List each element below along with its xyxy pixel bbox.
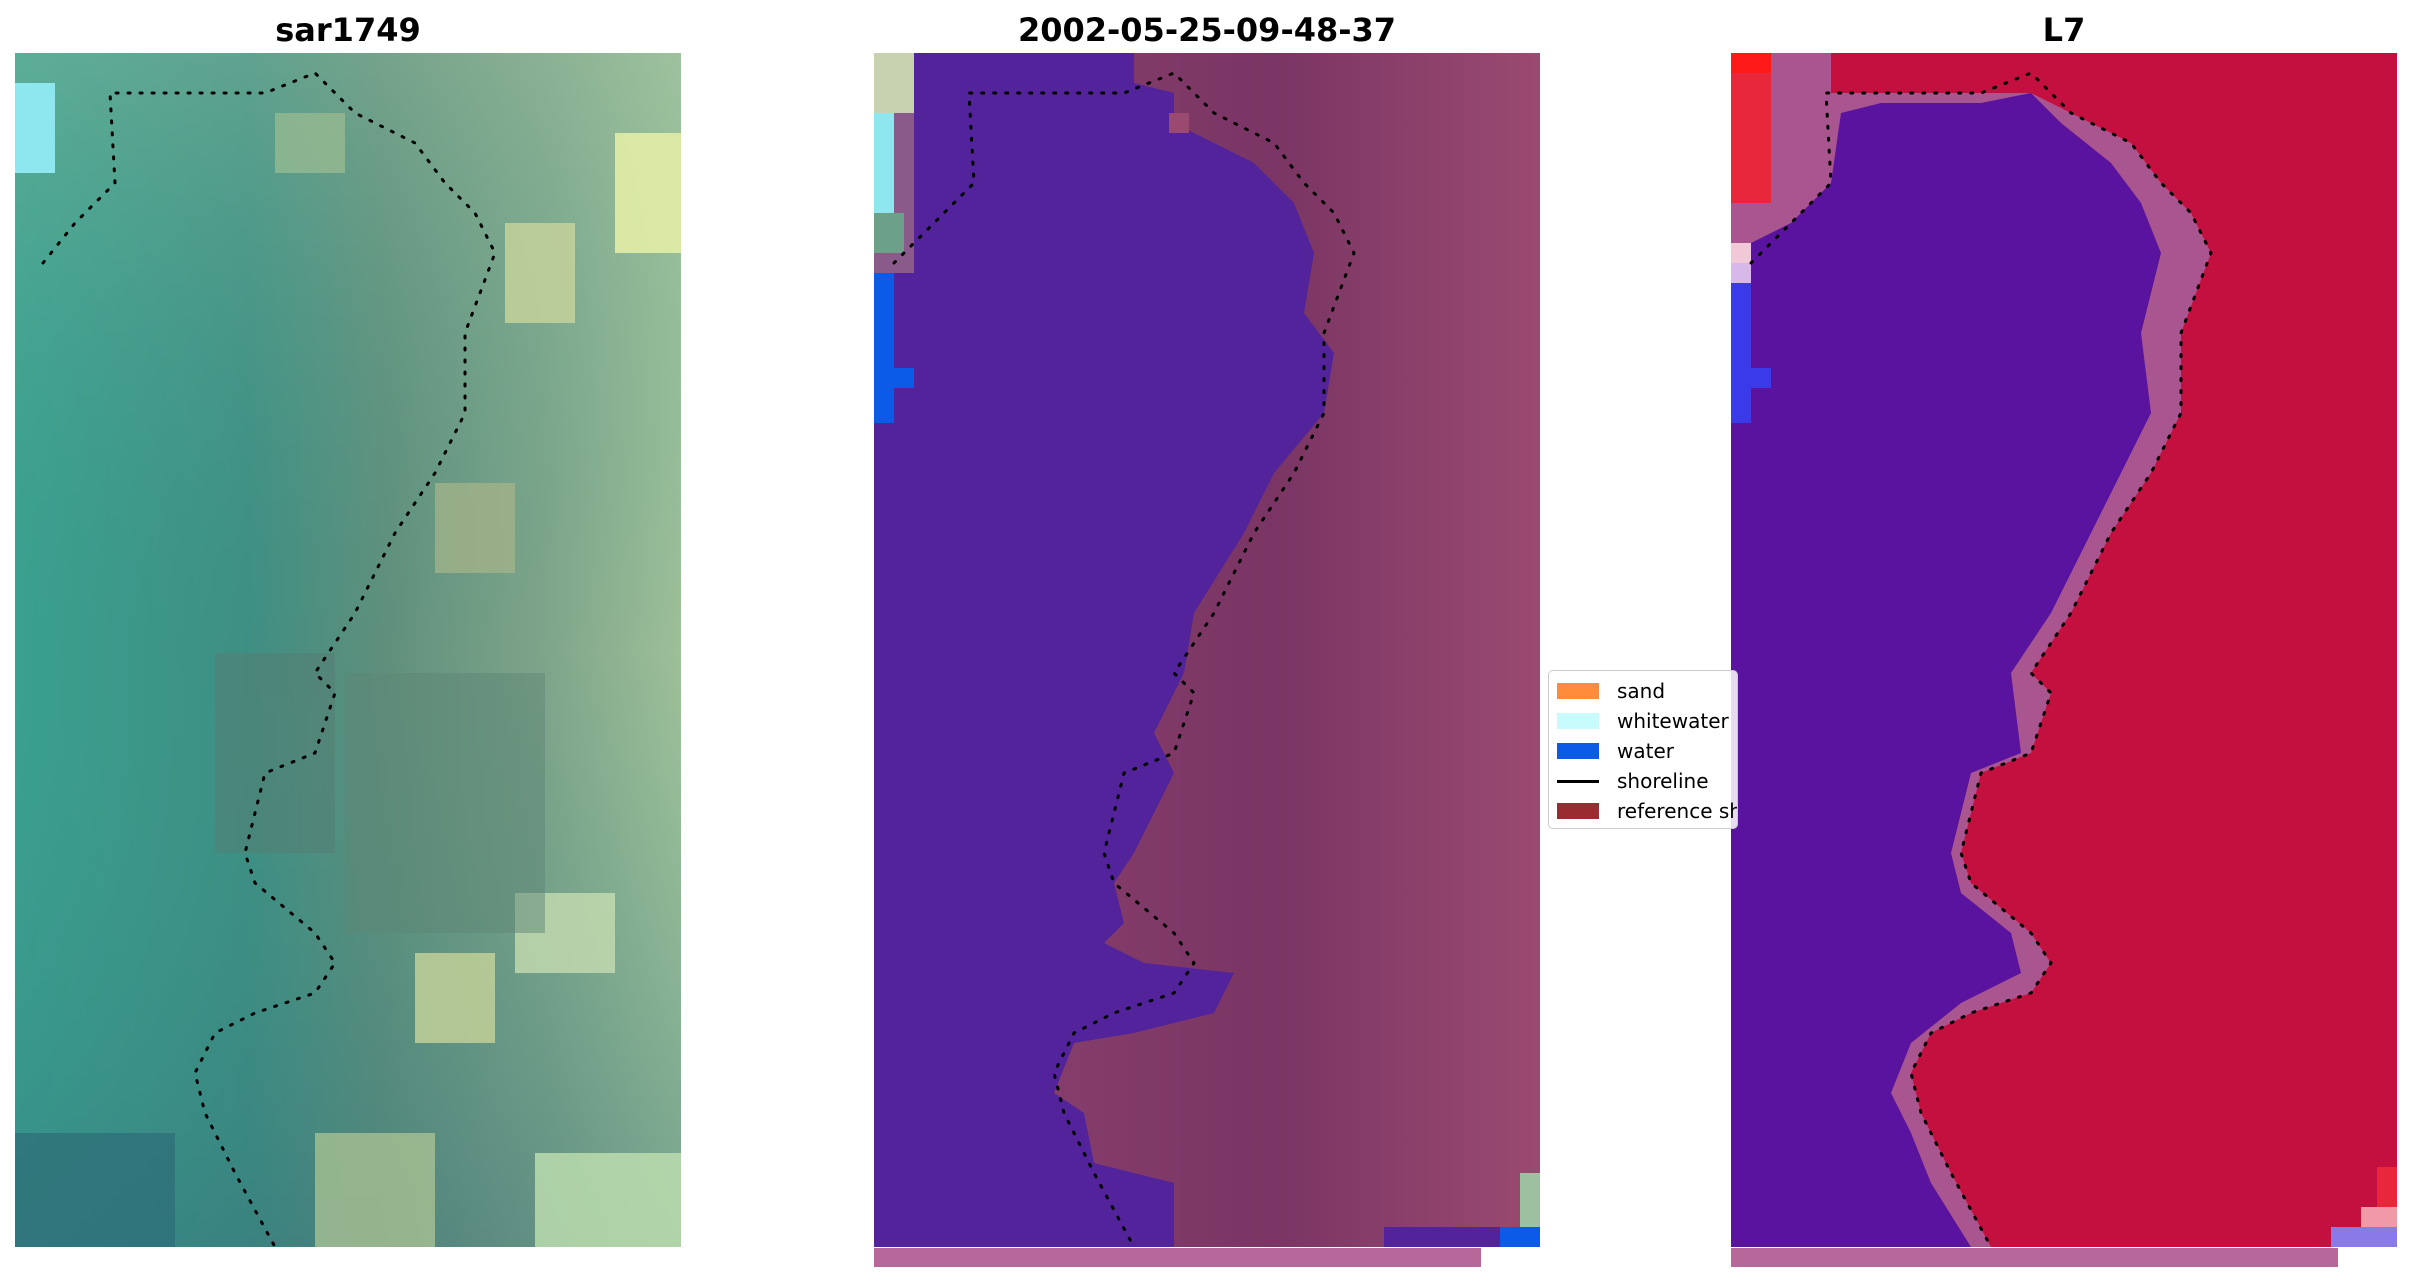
legend-item-sand: sand bbox=[1549, 679, 1737, 703]
legend-label-sand: sand bbox=[1617, 679, 1666, 703]
panel-title-rgb: sar1749 bbox=[275, 11, 421, 49]
water-swatch bbox=[1557, 743, 1599, 759]
reference-shoreline-swatch bbox=[1557, 803, 1599, 819]
legend-item-whitewater: whitewater bbox=[1549, 709, 1737, 733]
index-bottom-strip bbox=[1731, 1248, 2338, 1267]
legend-label-shoreline: shoreline bbox=[1617, 769, 1709, 793]
legend-item-reference-shoreline: reference shoreline bbox=[1549, 799, 1737, 823]
classified-image bbox=[874, 53, 1540, 1247]
rgb-image-panel bbox=[15, 53, 681, 1247]
index-image bbox=[1731, 53, 2397, 1247]
classified-bottom-strip bbox=[874, 1248, 1481, 1267]
legend-label-reference-shoreline: reference shoreline bbox=[1617, 799, 1737, 823]
legend-item-water: water bbox=[1549, 739, 1737, 763]
panel-title-mndwi: L7 bbox=[2042, 11, 2086, 49]
legend: sand whitewater water shoreline referenc… bbox=[1548, 670, 1738, 829]
rgb-image bbox=[15, 53, 681, 1247]
panel-title-classified: 2002-05-25-09-48-37 bbox=[1017, 11, 1397, 49]
legend-item-shoreline: shoreline bbox=[1549, 769, 1737, 793]
index-image-panel bbox=[1731, 53, 2397, 1247]
legend-label-whitewater: whitewater bbox=[1617, 709, 1729, 733]
legend-label-water: water bbox=[1617, 739, 1674, 763]
sand-swatch bbox=[1557, 683, 1599, 699]
classified-image-panel bbox=[874, 53, 1540, 1247]
shoreline-line-swatch bbox=[1557, 780, 1599, 783]
whitewater-swatch bbox=[1557, 713, 1599, 729]
